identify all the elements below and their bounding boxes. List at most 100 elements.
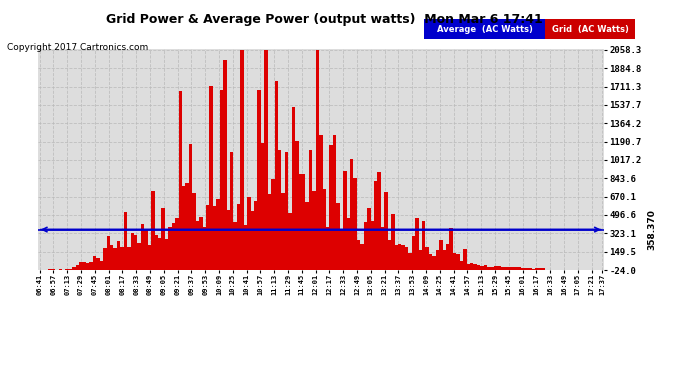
Bar: [398, 244, 402, 270]
Bar: [120, 248, 124, 270]
Bar: [446, 244, 449, 270]
Bar: [168, 226, 172, 270]
Bar: [415, 217, 419, 270]
Bar: [518, 267, 522, 270]
Bar: [522, 268, 525, 270]
Bar: [155, 235, 158, 270]
Bar: [90, 262, 93, 270]
Bar: [542, 268, 546, 270]
Bar: [322, 189, 326, 270]
Bar: [494, 266, 497, 270]
Bar: [158, 238, 161, 270]
Bar: [395, 245, 398, 270]
Bar: [501, 267, 504, 270]
Bar: [216, 199, 219, 270]
Bar: [353, 178, 357, 270]
Bar: [388, 240, 391, 270]
Bar: [497, 266, 501, 270]
Bar: [223, 60, 226, 270]
Bar: [426, 247, 429, 270]
Bar: [278, 150, 282, 270]
Bar: [309, 150, 313, 270]
Bar: [66, 269, 69, 270]
Bar: [299, 174, 302, 270]
Bar: [268, 194, 271, 270]
Bar: [151, 191, 155, 270]
Bar: [254, 201, 257, 270]
Bar: [350, 159, 353, 270]
Bar: [466, 264, 470, 270]
Bar: [422, 221, 426, 270]
Bar: [360, 244, 364, 270]
Bar: [302, 174, 306, 270]
Bar: [83, 262, 86, 270]
Bar: [165, 239, 168, 270]
Text: Copyright 2017 Cartronics.com: Copyright 2017 Cartronics.com: [7, 43, 148, 52]
Bar: [412, 236, 415, 270]
Bar: [103, 248, 106, 270]
Bar: [292, 107, 295, 270]
Bar: [316, 50, 319, 270]
Bar: [275, 81, 278, 270]
Bar: [508, 267, 511, 270]
Bar: [453, 252, 456, 270]
Bar: [329, 145, 333, 270]
Bar: [339, 229, 343, 270]
Bar: [346, 218, 350, 270]
Bar: [391, 214, 395, 270]
Bar: [484, 266, 487, 270]
Bar: [247, 196, 250, 270]
Bar: [240, 50, 244, 270]
Bar: [144, 229, 148, 270]
Bar: [189, 144, 193, 270]
Bar: [244, 225, 247, 270]
Bar: [206, 205, 209, 270]
Bar: [405, 247, 408, 270]
Bar: [137, 243, 141, 270]
Bar: [127, 247, 130, 270]
Bar: [48, 269, 52, 270]
Bar: [182, 186, 186, 270]
Bar: [226, 210, 230, 270]
Bar: [367, 207, 371, 270]
Bar: [408, 253, 412, 270]
Bar: [59, 269, 62, 270]
Text: 358.370: 358.370: [647, 209, 656, 250]
Bar: [175, 218, 179, 270]
Bar: [113, 249, 117, 270]
Bar: [539, 268, 542, 270]
Bar: [532, 269, 535, 270]
Bar: [535, 268, 539, 270]
Bar: [96, 258, 99, 270]
Text: Grid Power & Average Power (output watts)  Mon Mar 6 17:41: Grid Power & Average Power (output watts…: [106, 13, 542, 26]
Bar: [130, 233, 134, 270]
Bar: [52, 268, 55, 270]
Bar: [237, 204, 240, 270]
Bar: [72, 267, 76, 270]
Bar: [442, 250, 446, 270]
Bar: [439, 240, 442, 270]
Bar: [219, 90, 223, 270]
Bar: [213, 206, 216, 270]
Bar: [463, 249, 466, 270]
Bar: [456, 254, 460, 270]
Text: Grid  (AC Watts): Grid (AC Watts): [551, 25, 629, 34]
Bar: [172, 224, 175, 270]
Bar: [326, 227, 329, 270]
Bar: [86, 263, 90, 270]
Text: Average  (AC Watts): Average (AC Watts): [437, 25, 533, 34]
Bar: [250, 211, 254, 270]
Bar: [377, 172, 381, 270]
Bar: [203, 227, 206, 270]
Bar: [429, 254, 433, 270]
Bar: [179, 90, 182, 270]
Bar: [196, 222, 199, 270]
Bar: [271, 178, 275, 270]
Bar: [161, 209, 165, 270]
Bar: [381, 227, 384, 270]
Bar: [504, 267, 508, 270]
Bar: [384, 192, 388, 270]
Bar: [515, 267, 518, 270]
Bar: [313, 191, 316, 270]
Bar: [230, 152, 233, 270]
